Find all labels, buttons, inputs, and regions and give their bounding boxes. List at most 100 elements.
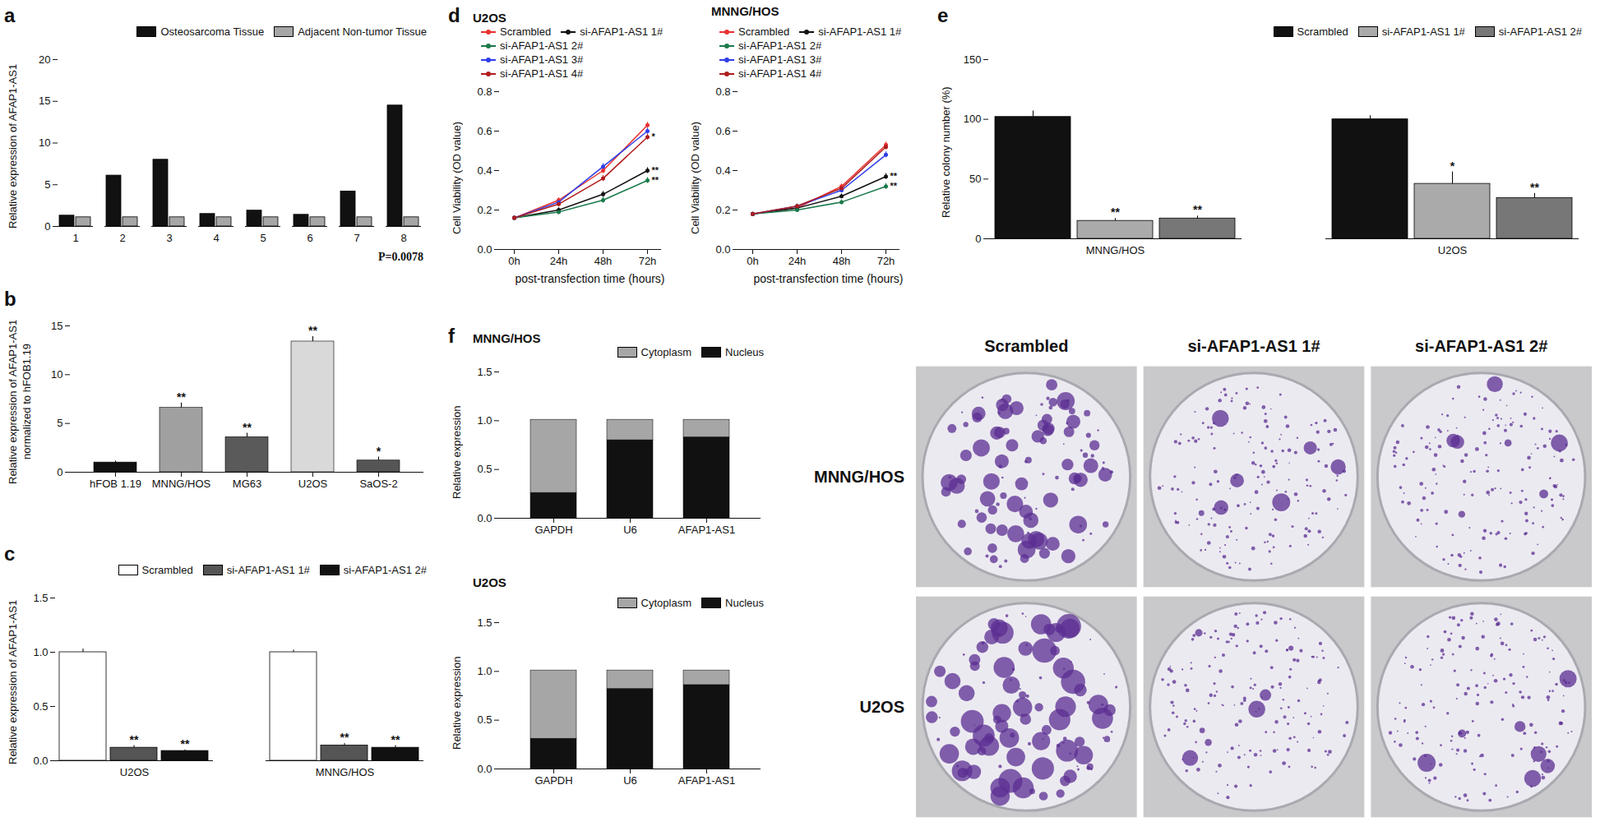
- svg-text:**: **: [176, 390, 186, 404]
- svg-text:**: **: [652, 165, 660, 176]
- svg-text:150: 150: [963, 53, 982, 66]
- svg-text:**: **: [308, 323, 318, 338]
- svg-text:0h: 0h: [508, 254, 520, 268]
- svg-text:0.0: 0.0: [476, 763, 492, 776]
- html-text:U2OS: U2OS: [472, 10, 507, 25]
- svg-text:0.5: 0.5: [476, 713, 492, 727]
- svg-text:0.6: 0.6: [715, 124, 731, 138]
- html-text:Osteosarcoma Tissue: Osteosarcoma Tissue: [160, 25, 265, 38]
- svg-text:0.5: 0.5: [476, 462, 492, 476]
- svg-text:MNNG/HOS: MNNG/HOS: [152, 477, 212, 491]
- svg-text:U6: U6: [623, 523, 638, 537]
- svg-text:0.4: 0.4: [476, 164, 492, 177]
- svg-text:0.0: 0.0: [715, 243, 731, 256]
- html-text:U2OS: U2OS: [472, 575, 507, 590]
- svg-text:0.2: 0.2: [476, 203, 492, 217]
- svg-text:*: *: [1450, 159, 1456, 173]
- svg-text:0.4: 0.4: [715, 164, 731, 177]
- svg-text:AFAP1-AS1: AFAP1-AS1: [678, 774, 736, 787]
- svg-text:MNNG/HOS: MNNG/HOS: [315, 766, 375, 779]
- svg-text:AFAP1-AS1: AFAP1-AS1: [678, 523, 736, 537]
- svg-text:0.2: 0.2: [715, 203, 731, 217]
- svg-text:0.0: 0.0: [476, 243, 492, 256]
- svg-text:72h: 72h: [638, 254, 657, 268]
- svg-text:Scrambled: Scrambled: [984, 337, 1069, 356]
- svg-text:1.0: 1.0: [476, 665, 492, 678]
- svg-text:MNNG/HOS: MNNG/HOS: [813, 467, 905, 486]
- svg-text:0: 0: [56, 466, 63, 479]
- svg-text:50: 50: [969, 172, 981, 185]
- svg-text:si-AFAP1-AS1 1#: si-AFAP1-AS1 1#: [1187, 337, 1320, 356]
- html-text:Relative expression of AFAP1-A: Relative expression of AFAP1-AS1 normali…: [6, 319, 33, 485]
- svg-text:U2OS: U2OS: [860, 698, 905, 717]
- svg-text:0.8: 0.8: [476, 85, 492, 98]
- svg-text:0h: 0h: [746, 254, 759, 268]
- svg-text:MNNG/HOS: MNNG/HOS: [1086, 244, 1146, 257]
- svg-text:U6: U6: [623, 774, 638, 787]
- svg-text:2: 2: [119, 231, 125, 245]
- svg-text:SaOS-2: SaOS-2: [359, 477, 398, 491]
- svg-text:48h: 48h: [832, 254, 851, 268]
- svg-text:GAPDH: GAPDH: [534, 523, 573, 537]
- svg-text:3: 3: [166, 231, 172, 245]
- svg-text:10: 10: [38, 136, 51, 149]
- svg-text:72h: 72h: [877, 254, 896, 268]
- svg-text:MG63: MG63: [232, 477, 262, 491]
- svg-text:U2OS: U2OS: [298, 477, 329, 491]
- svg-text:0: 0: [975, 232, 981, 246]
- svg-text:0.0: 0.0: [32, 754, 48, 768]
- svg-text:5: 5: [259, 231, 266, 245]
- html-text:post-transfection time (hours): post-transfection time (hours): [753, 272, 904, 286]
- svg-text:**: **: [129, 733, 139, 747]
- svg-text:**: **: [652, 175, 660, 185]
- svg-text:1.5: 1.5: [476, 616, 492, 629]
- svg-text:U2OS: U2OS: [1438, 244, 1468, 257]
- svg-text:20: 20: [38, 53, 51, 66]
- html-text:MNNG/HOS: MNNG/HOS: [472, 331, 541, 346]
- svg-text:**: **: [890, 171, 898, 181]
- svg-text:8: 8: [400, 231, 407, 245]
- svg-text:1.0: 1.0: [32, 646, 48, 659]
- svg-text:0.6: 0.6: [476, 124, 492, 138]
- svg-text:**: **: [1530, 180, 1540, 195]
- svg-text:**: **: [340, 730, 350, 745]
- svg-text:10: 10: [50, 368, 63, 381]
- html-text:P=0.0078: P=0.0078: [378, 250, 424, 264]
- svg-text:15: 15: [38, 94, 51, 107]
- svg-text:48h: 48h: [594, 254, 613, 268]
- svg-text:5: 5: [56, 416, 63, 430]
- svg-text:**: **: [391, 733, 401, 747]
- svg-text:0.5: 0.5: [32, 700, 48, 713]
- svg-text:6: 6: [306, 231, 313, 245]
- svg-text:U2OS: U2OS: [120, 766, 150, 779]
- svg-text:hFOB 1.19: hFOB 1.19: [89, 477, 142, 491]
- svg-text:**: **: [1193, 203, 1203, 217]
- svg-text:24h: 24h: [550, 254, 569, 268]
- html-text:Nucleus: Nucleus: [725, 596, 764, 610]
- svg-text:**: **: [1110, 205, 1120, 219]
- svg-text:*: *: [376, 444, 382, 458]
- svg-text:0: 0: [44, 220, 51, 233]
- svg-text:*: *: [652, 131, 657, 142]
- html-text:Adjacent Non-tumor Tissue: Adjacent Non-tumor Tissue: [297, 25, 427, 38]
- svg-text:24h: 24h: [788, 254, 807, 268]
- svg-text:GAPDH: GAPDH: [534, 774, 573, 787]
- svg-text:5: 5: [44, 178, 51, 191]
- svg-text:4: 4: [212, 231, 219, 245]
- svg-text:1.0: 1.0: [476, 414, 492, 427]
- svg-text:**: **: [180, 737, 190, 751]
- html-text:post-transfection time (hours): post-transfection time (hours): [515, 272, 665, 286]
- svg-text:0.8: 0.8: [715, 85, 731, 98]
- html-text:Cytoplasm: Cytoplasm: [640, 596, 692, 610]
- svg-text:0.0: 0.0: [476, 512, 492, 525]
- svg-text:**: **: [242, 420, 252, 435]
- svg-text:si-AFAP1-AS1 2#: si-AFAP1-AS1 2#: [1415, 337, 1548, 356]
- svg-text:7: 7: [353, 231, 360, 245]
- html-text:MNNG/HOS: MNNG/HOS: [711, 4, 780, 19]
- svg-text:**: **: [890, 180, 898, 191]
- svg-text:1.5: 1.5: [476, 365, 492, 379]
- svg-text:15: 15: [50, 319, 63, 333]
- svg-text:1.5: 1.5: [32, 591, 48, 605]
- svg-text:1: 1: [72, 231, 79, 245]
- svg-text:100: 100: [963, 112, 982, 125]
